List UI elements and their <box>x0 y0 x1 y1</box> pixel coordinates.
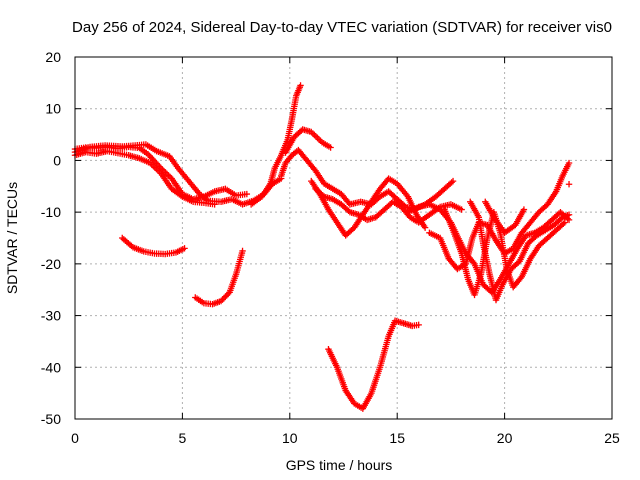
x-tick-label: 10 <box>282 430 298 446</box>
data-point <box>243 190 251 198</box>
data-point <box>560 220 567 227</box>
data-point <box>448 179 455 186</box>
data-point <box>565 181 573 188</box>
x-tick-label: 15 <box>389 430 405 446</box>
data-point <box>297 82 304 89</box>
data-point <box>565 159 573 167</box>
chart-title: Day 256 of 2024, Sidereal Day-to-day VTE… <box>72 19 612 36</box>
x-tick-label: 20 <box>497 430 513 446</box>
y-tick-label: -50 <box>41 411 61 427</box>
data-point <box>223 292 230 299</box>
data-point <box>449 177 457 185</box>
x-tick-label: 5 <box>179 430 187 446</box>
data-point <box>517 275 524 282</box>
tick-marks <box>74 56 613 420</box>
data-point <box>561 219 568 226</box>
x-axis-label: GPS time / hours <box>286 457 393 473</box>
data-point <box>421 224 429 231</box>
data-point <box>311 131 318 139</box>
data-point <box>415 321 422 329</box>
data-point <box>165 172 172 179</box>
x-tick-labels: 0 5 10 15 20 25 <box>71 430 620 446</box>
data-point <box>458 206 465 213</box>
plot-frame <box>74 56 613 420</box>
data-point <box>181 245 188 252</box>
y-tick-label: 10 <box>45 101 61 117</box>
y-tick-label: -10 <box>41 204 61 220</box>
data-point <box>314 134 321 142</box>
data-point <box>225 290 232 297</box>
data-point <box>470 259 477 266</box>
y-tick-label: -40 <box>41 359 61 375</box>
data-point <box>220 294 228 302</box>
data-point <box>217 297 225 305</box>
y-tick-label: 0 <box>53 152 61 168</box>
y-tick-label: -20 <box>41 256 61 272</box>
x-tick-label: 25 <box>604 430 620 446</box>
y-tick-label: -30 <box>41 308 61 324</box>
x-tick-label: 0 <box>71 430 79 446</box>
y-axis-label: SDTVAR / TECUs <box>4 182 20 294</box>
data-point <box>312 133 320 140</box>
data-point <box>520 206 528 213</box>
y-tick-label: 20 <box>45 49 61 65</box>
data-point <box>222 293 229 300</box>
data-point <box>219 296 226 303</box>
data-point <box>565 211 573 218</box>
data-point <box>327 144 334 151</box>
data-points <box>71 82 573 412</box>
data-point <box>239 247 246 255</box>
data-point <box>315 136 323 143</box>
y-tick-labels: -50 -40 -30 -20 -10 0 10 20 <box>41 49 61 427</box>
